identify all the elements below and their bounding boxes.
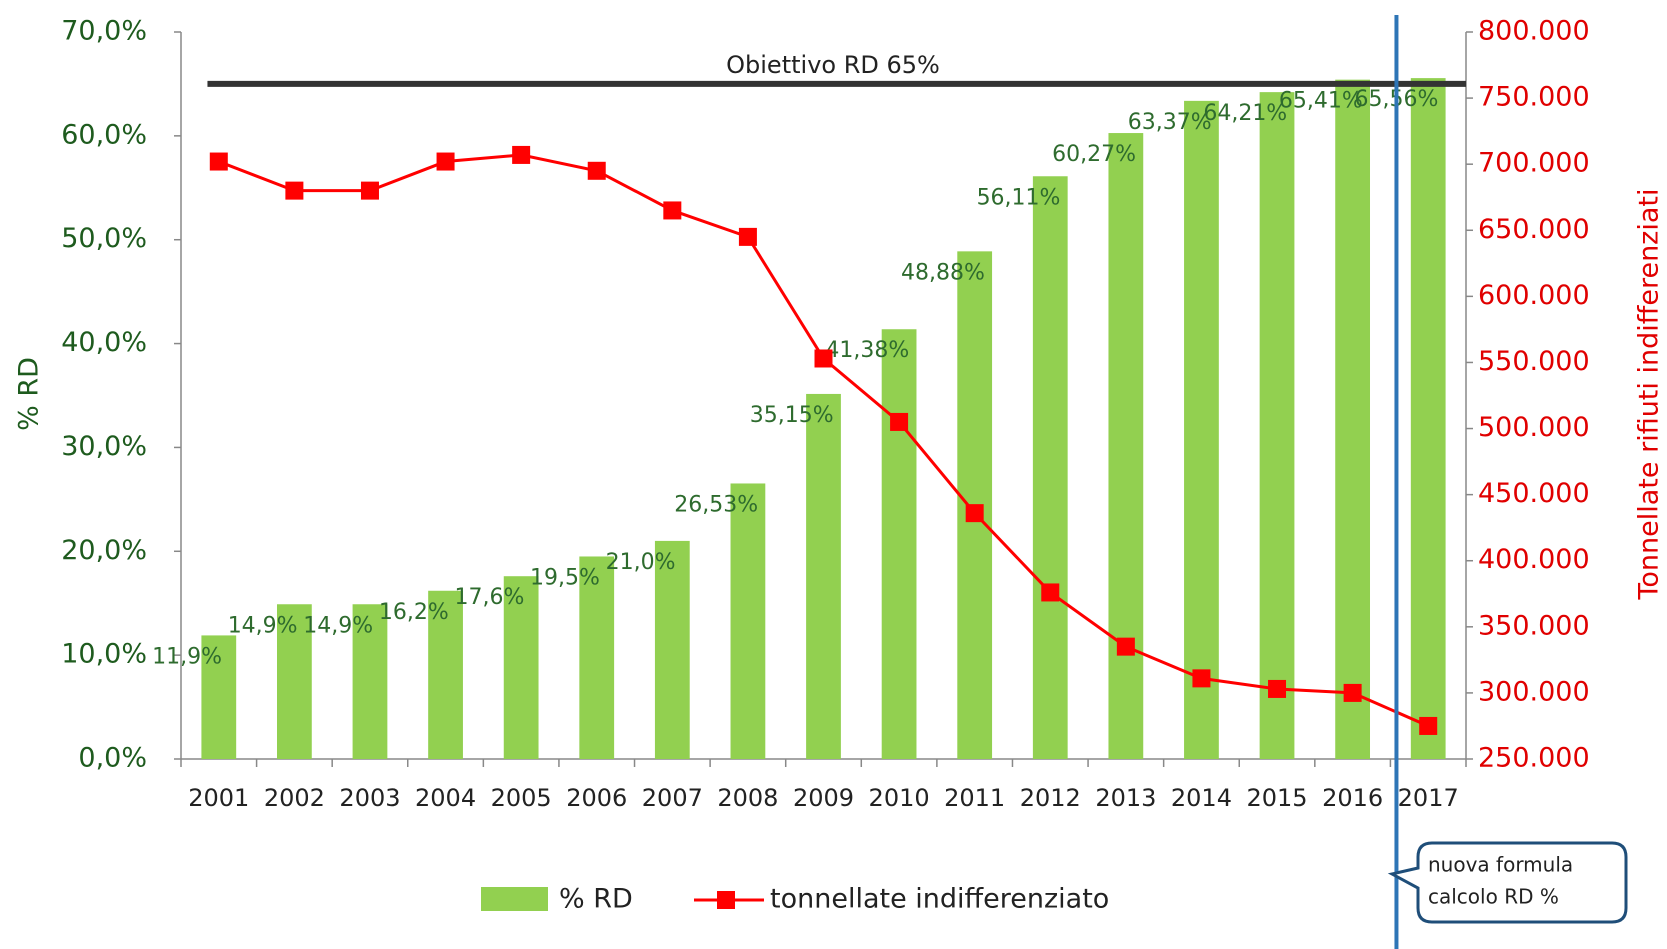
y2-tick-label: 250.000 (1478, 743, 1590, 774)
bar (352, 604, 388, 759)
bar (201, 635, 237, 759)
line-marker (1041, 583, 1060, 602)
bar (1108, 133, 1144, 760)
line-marker (663, 201, 682, 220)
x-tick-label: 2009 (793, 784, 854, 812)
x-tick-label: 2010 (869, 784, 930, 812)
bar (1335, 79, 1371, 760)
data-label: 41,38% (825, 338, 909, 363)
data-label: 63,37% (1128, 110, 1212, 135)
line-marker (1343, 683, 1362, 702)
y2-tick-label: 600.000 (1478, 280, 1590, 311)
data-label: 48,88% (901, 260, 985, 285)
x-tick-label: 2002 (264, 784, 325, 812)
x-tick-label: 2015 (1246, 784, 1307, 812)
x-tick-label: 2001 (188, 784, 249, 812)
data-label: 65,41% (1279, 89, 1363, 114)
y2-tick-label: 800.000 (1478, 16, 1590, 47)
y-tick-label: 0,0% (78, 743, 147, 774)
data-label: 11,9% (152, 644, 222, 669)
bar (579, 556, 615, 759)
x-tick-label: 2017 (1398, 784, 1459, 812)
data-label: 64,21% (1203, 101, 1287, 126)
bar (1032, 176, 1068, 759)
data-label: 35,15% (750, 403, 834, 428)
y2-tick-label: 750.000 (1478, 82, 1590, 113)
x-tick-label: 2012 (1020, 784, 1081, 812)
data-label: 21,0% (606, 550, 676, 575)
y-tick-label: 60,0% (61, 119, 147, 150)
legend-marker (717, 891, 735, 909)
line-marker (965, 504, 984, 523)
legend-label: % RD (559, 884, 633, 915)
x-tick-label: 2016 (1322, 784, 1383, 812)
x-tick-label: 2007 (642, 784, 703, 812)
callout (1387, 841, 1628, 924)
line-marker (814, 349, 833, 368)
legend-label: tonnellate indifferenziato (770, 884, 1109, 915)
line-marker (890, 412, 909, 431)
x-tick-label: 2006 (566, 784, 627, 812)
annotation-text: nuova formula (1428, 853, 1573, 877)
bar (730, 483, 766, 759)
line-marker (587, 161, 606, 180)
y-tick-label: 30,0% (61, 431, 147, 462)
y-axis-title: % RD (14, 357, 45, 431)
data-label: 26,53% (674, 492, 758, 517)
x-tick-label: 2014 (1171, 784, 1232, 812)
y2-tick-label: 500.000 (1478, 412, 1590, 443)
data-label: 56,11% (977, 185, 1061, 210)
x-tick-label: 2005 (491, 784, 552, 812)
line-marker (436, 152, 455, 171)
bar (503, 576, 539, 759)
x-tick-label: 2008 (717, 784, 778, 812)
line-marker (1419, 716, 1438, 735)
line-marker (209, 152, 228, 171)
x-tick-label: 2011 (944, 784, 1005, 812)
bar (881, 329, 917, 759)
line-marker (1268, 679, 1287, 698)
y-tick-label: 10,0% (61, 639, 147, 670)
x-tick-label: 2004 (415, 784, 476, 812)
data-label: 60,27% (1052, 142, 1136, 167)
y-tick-label: 50,0% (61, 223, 147, 254)
y2-axis-title: Tonnellate rifiuti indifferenziati (1634, 189, 1665, 601)
y2-tick-label: 300.000 (1478, 676, 1590, 707)
bar (428, 590, 463, 759)
y-tick-label: 70,0% (61, 16, 147, 47)
annotation-text: calcolo RD % (1428, 885, 1559, 909)
data-label: 19,5% (530, 565, 600, 590)
bar (276, 604, 312, 759)
line-marker (285, 181, 304, 200)
line-marker (738, 227, 757, 246)
x-tick-label: 2013 (1095, 784, 1156, 812)
y-tick-label: 20,0% (61, 535, 147, 566)
bar (1184, 100, 1219, 759)
y-tick-label: 40,0% (61, 327, 147, 358)
x-tick-label: 2003 (339, 784, 400, 812)
y2-tick-label: 400.000 (1478, 544, 1590, 575)
y2-tick-label: 550.000 (1478, 346, 1590, 377)
bar (1410, 78, 1446, 760)
line-marker (1116, 637, 1135, 656)
bar (806, 393, 841, 759)
line-marker (1192, 669, 1211, 688)
data-label: 17,6% (454, 585, 524, 610)
bar (1259, 92, 1295, 759)
line-marker (512, 145, 531, 164)
y2-tick-label: 700.000 (1478, 148, 1590, 179)
legend-swatch (481, 887, 548, 911)
data-label: 14,9% (303, 613, 373, 638)
bar (654, 540, 690, 759)
y2-tick-label: 650.000 (1478, 214, 1590, 245)
y2-tick-label: 350.000 (1478, 610, 1590, 641)
data-label: 16,2% (379, 600, 449, 625)
target-label: Obiettivo RD 65% (726, 51, 940, 79)
line-marker (360, 181, 379, 200)
data-label: 14,9% (228, 613, 298, 638)
y2-tick-label: 450.000 (1478, 478, 1590, 509)
